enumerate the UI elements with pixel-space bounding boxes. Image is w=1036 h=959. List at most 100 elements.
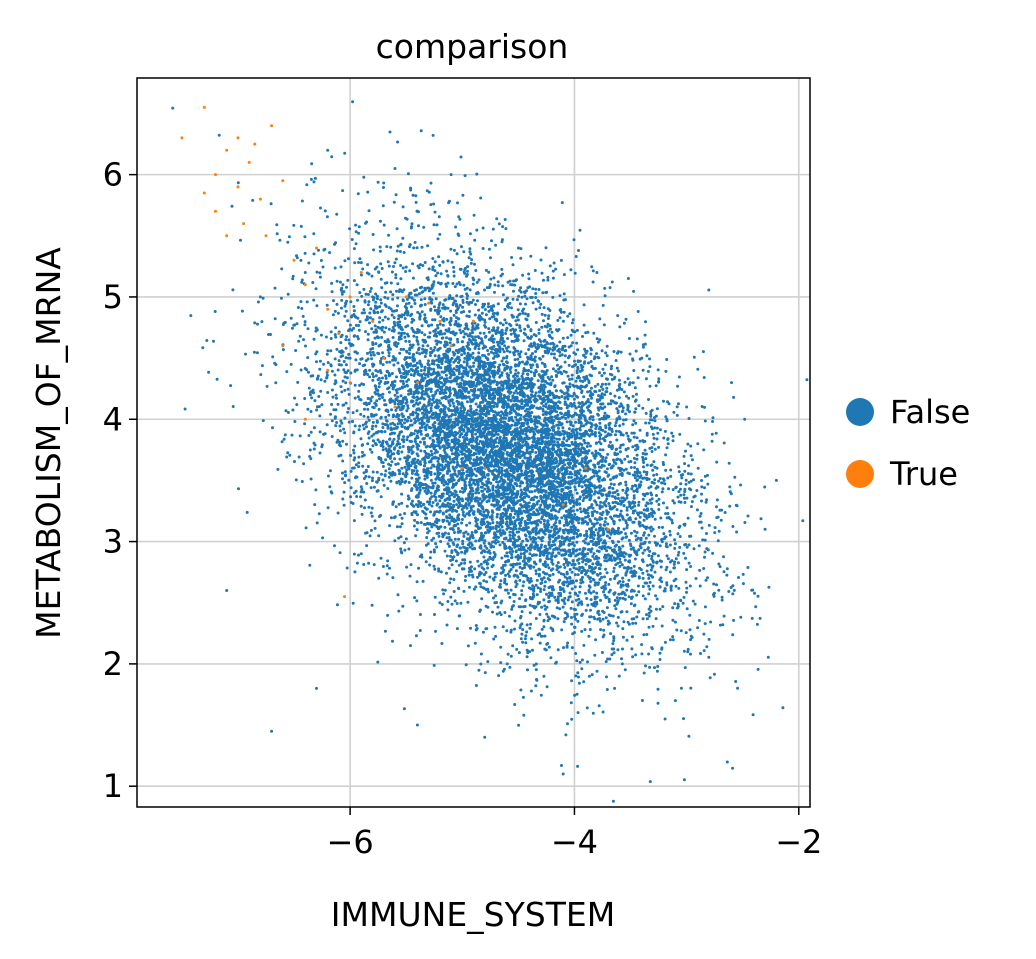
point-false	[703, 622, 707, 626]
point-false	[711, 551, 715, 555]
point-false	[541, 550, 545, 554]
point-false	[420, 310, 424, 314]
point-false	[425, 475, 429, 479]
point-false	[523, 294, 527, 298]
point-false	[558, 294, 562, 298]
point-false	[337, 359, 341, 363]
point-false	[401, 365, 405, 369]
point-false	[426, 374, 430, 378]
point-false	[329, 412, 333, 416]
point-false	[275, 223, 279, 227]
point-false	[432, 513, 436, 516]
point-false	[496, 540, 500, 544]
point-false	[570, 679, 574, 683]
point-false	[423, 333, 427, 337]
point-false	[371, 420, 375, 424]
point-false	[636, 376, 640, 380]
point-false	[398, 457, 402, 461]
point-false	[568, 382, 572, 386]
point-false	[701, 538, 705, 542]
point-false	[711, 416, 715, 420]
point-false	[419, 521, 423, 525]
point-false	[639, 480, 643, 484]
point-false	[326, 506, 330, 510]
point-false	[636, 474, 640, 478]
point-false	[431, 257, 435, 260]
point-false	[376, 351, 380, 355]
point-false	[645, 431, 649, 435]
point-false	[452, 590, 456, 593]
point-false	[676, 561, 680, 565]
point-false	[514, 319, 518, 323]
point-false	[321, 265, 325, 269]
point-false	[391, 355, 395, 359]
point-false	[531, 436, 534, 440]
point-false	[523, 637, 527, 641]
point-false	[562, 542, 566, 546]
point-false	[641, 617, 645, 621]
point-false	[421, 347, 424, 351]
point-false	[461, 305, 465, 309]
point-false	[561, 336, 565, 340]
point-false	[429, 406, 433, 410]
point-false	[402, 367, 406, 371]
point-false	[506, 539, 510, 543]
point-false	[402, 288, 406, 292]
point-false	[732, 618, 736, 622]
point-false	[443, 332, 447, 336]
point-false	[483, 671, 487, 675]
point-false	[534, 292, 538, 295]
point-false	[647, 652, 651, 656]
point-false	[377, 385, 381, 389]
point-false	[441, 260, 445, 264]
point-false	[507, 398, 510, 402]
point-false	[370, 434, 374, 438]
point-false	[641, 576, 645, 580]
point-false	[446, 407, 450, 411]
point-false	[503, 542, 506, 546]
point-false	[687, 561, 691, 565]
point-false	[562, 437, 566, 441]
point-false	[560, 201, 564, 205]
point-false	[654, 607, 658, 611]
point-false	[622, 620, 626, 624]
point-false	[375, 480, 378, 484]
point-false	[358, 291, 362, 295]
point-false	[717, 588, 721, 592]
point-false	[546, 317, 550, 320]
point-false	[445, 536, 449, 540]
point-false	[483, 550, 487, 554]
point-false	[445, 317, 449, 321]
point-false	[441, 429, 445, 433]
point-false	[416, 505, 420, 509]
point-false	[613, 505, 617, 508]
point-false	[643, 597, 647, 601]
point-false	[455, 503, 459, 507]
point-false	[395, 375, 398, 379]
point-false	[433, 260, 437, 264]
point-false	[609, 367, 613, 371]
point-false	[345, 335, 349, 339]
point-false	[525, 297, 529, 301]
point-false	[490, 518, 494, 521]
point-false	[575, 341, 579, 345]
point-false	[414, 411, 418, 415]
point-false	[394, 341, 398, 344]
point-false	[400, 522, 404, 526]
point-false	[605, 571, 609, 575]
point-false	[534, 370, 538, 374]
point-false	[447, 522, 451, 526]
point-false	[429, 449, 433, 453]
point-false	[462, 283, 466, 287]
point-false	[491, 521, 495, 525]
point-false	[601, 428, 605, 432]
point-false	[600, 547, 604, 551]
point-false	[286, 240, 290, 244]
point-false	[474, 402, 478, 406]
point-false	[501, 225, 505, 229]
point-false	[534, 391, 538, 395]
point-false	[577, 447, 580, 451]
point-false	[458, 358, 462, 362]
point-false	[722, 441, 726, 445]
